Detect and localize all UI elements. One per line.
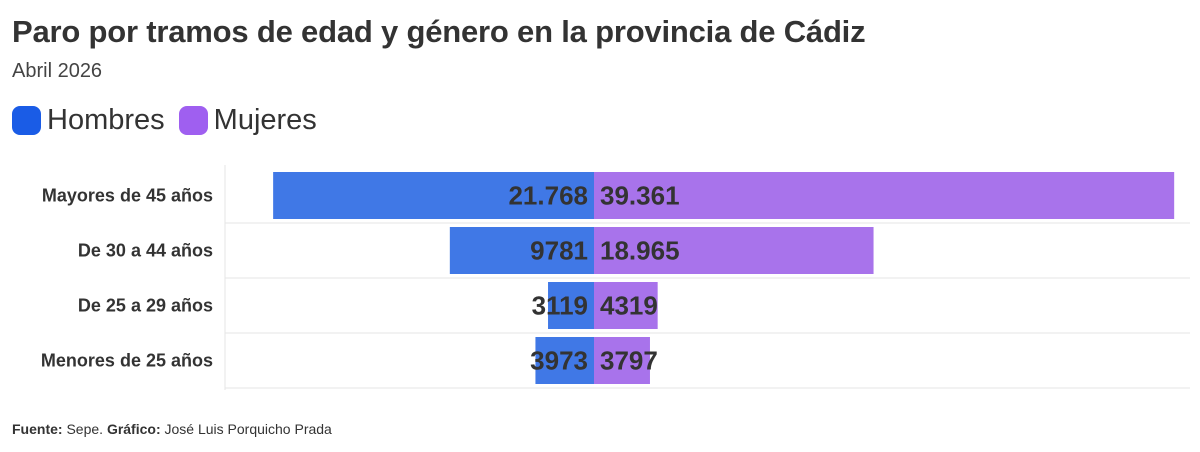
data-label-hombres: 21.768	[508, 181, 588, 211]
footer-credit-label: Gráfico:	[106, 421, 161, 437]
data-label-mujeres: 18.965	[600, 236, 680, 266]
bar-mujeres	[594, 337, 650, 384]
legend-item-hombres: Hombres	[12, 104, 165, 137]
bar-hombres	[273, 172, 594, 219]
legend-item-mujeres: Mujeres	[178, 104, 317, 137]
footer-credit-value: José Luis Porquicho Prada	[164, 421, 332, 437]
legend: Hombres Mujeres	[12, 104, 331, 137]
footer-source-value: Sepe.	[66, 421, 104, 437]
legend-label-mujeres: Mujeres	[213, 104, 317, 136]
data-label-hombres: 9781	[530, 236, 588, 266]
footer-source-label: Fuente:	[12, 421, 63, 437]
category-label: Mayores de 45 años	[42, 186, 213, 206]
bar-mujeres	[594, 227, 874, 274]
category-label: De 25 a 29 años	[78, 296, 213, 316]
chart-subtitle: Abril 2026	[12, 60, 103, 82]
bar-hombres	[449, 227, 594, 274]
category-label: De 30 a 44 años	[78, 241, 213, 261]
bar-mujeres	[594, 282, 658, 329]
bar-hombres	[548, 282, 594, 329]
data-label-hombres: 3973	[530, 346, 588, 376]
legend-swatch-hombres	[12, 106, 41, 135]
footer: Fuente: Sepe. Gráfico: José Luis Porquic…	[12, 421, 332, 437]
legend-swatch-mujeres	[178, 106, 208, 135]
data-label-mujeres: 4319	[600, 291, 658, 321]
data-label-hombres: 3119	[532, 291, 588, 321]
chart-title: Paro por tramos de edad y género en la p…	[12, 14, 866, 49]
legend-label-hombres: Hombres	[47, 104, 165, 136]
data-label-mujeres: 39.361	[600, 181, 680, 211]
bar-hombres	[535, 337, 594, 384]
bar-mujeres	[594, 172, 1175, 219]
data-label-mujeres: 3797	[600, 346, 658, 376]
category-label: Menores de 25 años	[41, 351, 213, 371]
